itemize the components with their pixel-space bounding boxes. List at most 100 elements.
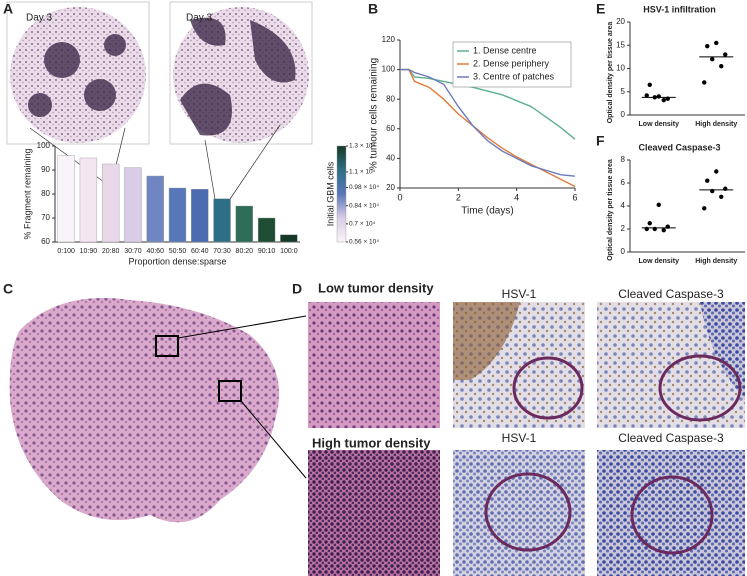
- dense-patch: [190, 17, 226, 46]
- roi-oval: [512, 356, 584, 420]
- roi-oval: [658, 354, 742, 422]
- data-point: [710, 57, 715, 62]
- data-point: [647, 82, 652, 87]
- data-point: [719, 194, 724, 199]
- arrow: [240, 400, 307, 479]
- data-point: [723, 52, 728, 57]
- ihc-image: [453, 450, 585, 576]
- data-point: [719, 63, 724, 69]
- y-tick-label: 60: [41, 237, 50, 246]
- colorbar: [336, 145, 347, 243]
- bar: [124, 167, 142, 243]
- x-tick-label: 50:50: [169, 248, 187, 255]
- colorbar-tick-label: 0.98 × 10⁴: [349, 184, 379, 191]
- legend-label: 2. Dense periphery: [473, 58, 550, 68]
- bar: [257, 217, 276, 243]
- y-axis-label: % tumour cells remaining: [369, 58, 380, 170]
- data-point: [652, 226, 657, 232]
- y-tick-label: 2: [621, 224, 626, 233]
- x-tick-label: Low density: [639, 258, 680, 265]
- x-tick-label: 90:10: [258, 248, 276, 255]
- y-tick-label: 0: [621, 247, 626, 256]
- stain-title: HSV-1: [502, 431, 537, 445]
- y-tick-label: 4: [621, 201, 626, 210]
- y-tick-label: 60: [386, 124, 395, 133]
- roi-oval: [484, 472, 572, 552]
- tissue-section: [9, 298, 280, 523]
- y-tick-label: 5: [621, 87, 626, 96]
- x-tick-label: 6: [572, 192, 577, 202]
- data-point: [714, 169, 719, 174]
- data-point: [723, 186, 728, 191]
- data-point: [710, 188, 715, 194]
- legend-label: 1. Dense centre: [473, 45, 537, 55]
- roi-oval: [630, 475, 714, 555]
- x-tick-label: 20:80: [102, 248, 120, 255]
- ihc-image: [597, 450, 745, 576]
- panel-label: E: [596, 1, 605, 17]
- y-tick-label: 80: [41, 189, 50, 198]
- data-point: [661, 97, 666, 103]
- bar: [213, 198, 231, 243]
- dense-patch: [180, 83, 232, 136]
- y-tick-label: 90: [41, 165, 50, 174]
- y-tick-label: 10: [616, 64, 625, 73]
- colorbar-tick-label: 0.7 × 10⁴: [349, 221, 376, 228]
- colorbar-tick-label: 0.56 × 10⁴: [349, 239, 379, 246]
- bar: [280, 234, 298, 243]
- y-tick-label: 80: [386, 94, 395, 103]
- bar: [79, 157, 98, 243]
- x-axis-label: Proportion dense:sparse: [128, 256, 226, 266]
- y-tick-label: 15: [616, 40, 625, 49]
- panel-label: D: [292, 281, 302, 297]
- series-line: [400, 68, 576, 177]
- dense-patch: [250, 20, 296, 83]
- connector: [204, 139, 217, 206]
- x-tick-label: 70:30: [213, 248, 231, 255]
- simulation-image: [10, 7, 146, 143]
- data-point: [656, 94, 661, 99]
- stain-title: HSV-1: [502, 287, 537, 301]
- colorbar-tick-label: 1.1 × 10⁴: [349, 169, 376, 176]
- data-point: [714, 40, 719, 46]
- x-axis-label: Time (days): [461, 206, 513, 217]
- data-point: [702, 80, 707, 85]
- data-point: [705, 178, 710, 183]
- data-point: [705, 43, 710, 49]
- x-tick-label: 40:60: [146, 248, 164, 255]
- y-tick-label: 40: [386, 154, 395, 163]
- bar: [191, 188, 209, 243]
- dense-patch: [44, 42, 80, 78]
- series-line: [400, 68, 576, 188]
- x-tick-label: 2: [456, 192, 461, 202]
- x-tick-label: 60:40: [191, 248, 209, 255]
- x-tick-label: High density: [695, 121, 737, 128]
- x-tick-label: 4: [514, 192, 519, 202]
- dense-patch: [84, 79, 116, 111]
- data-point: [661, 227, 666, 233]
- colorbar-tick-label: 0.84 × 10⁴: [349, 202, 379, 209]
- roi-box: [155, 335, 179, 357]
- he-image: [308, 302, 440, 428]
- x-tick-label: 80:20: [236, 248, 254, 255]
- y-tick-label: 20: [386, 183, 395, 192]
- bar: [168, 187, 187, 243]
- he-image: [308, 450, 440, 576]
- data-point: [665, 224, 670, 229]
- x-tick-label: 30:70: [124, 248, 142, 255]
- y-tick-label: 20: [616, 17, 625, 26]
- image-caption: Day 3: [186, 13, 213, 24]
- x-tick-label: High density: [695, 258, 737, 265]
- x-tick-label: Low density: [639, 121, 680, 128]
- chart-title: HSV-1 infiltration: [643, 4, 716, 14]
- data-point: [647, 221, 652, 226]
- y-tick-label: 8: [621, 155, 626, 164]
- data-point: [644, 93, 649, 98]
- bar: [57, 155, 75, 243]
- x-tick-label: 100:0: [280, 248, 298, 255]
- y-tick-label: 0: [621, 110, 626, 119]
- stain: [700, 302, 745, 400]
- x-tick-label: 10:90: [80, 248, 98, 255]
- chart-title: Cleaved Caspase-3: [638, 142, 720, 152]
- data-point: [656, 202, 661, 208]
